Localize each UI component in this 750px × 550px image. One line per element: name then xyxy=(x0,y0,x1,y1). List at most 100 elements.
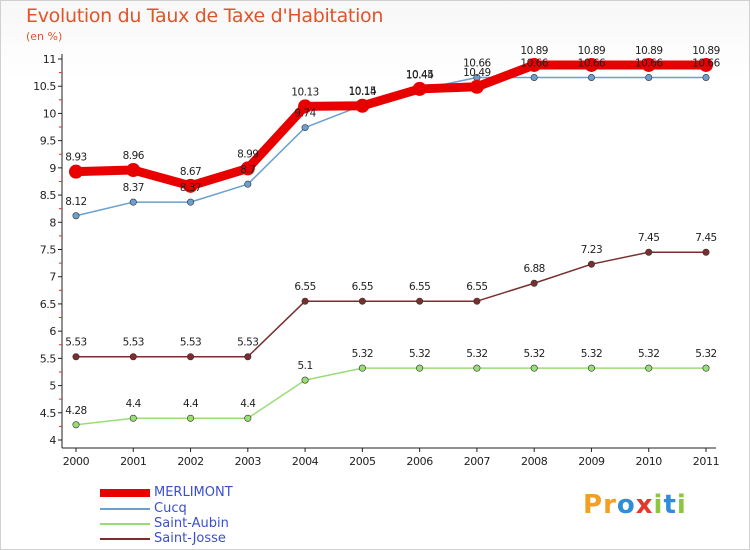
x-tick-label: 2009 xyxy=(578,455,605,468)
data-label: 8.37 xyxy=(123,182,144,194)
chart-subtitle: (en %) xyxy=(26,30,63,43)
data-point-cucq xyxy=(587,74,595,82)
data-point-saint-aubin xyxy=(702,364,710,372)
y-tick-label: 6.5 xyxy=(40,298,57,311)
data-label: 10.45 xyxy=(406,69,434,81)
data-point-merlimont xyxy=(699,57,713,72)
data-label: 6.88 xyxy=(523,263,544,275)
data-label: 8.67 xyxy=(180,166,201,178)
data-label: 5.53 xyxy=(237,337,258,349)
x-tick-label: 2003 xyxy=(235,455,262,468)
data-label: 9.74 xyxy=(294,108,316,120)
data-label: 10.89 xyxy=(692,45,720,57)
y-tick-label: 9 xyxy=(49,162,56,175)
data-label: 6.55 xyxy=(352,281,373,293)
data-label: 8.12 xyxy=(65,196,86,208)
data-point-saint-aubin xyxy=(416,364,424,372)
legend-item-saint-josse: Saint-Josse xyxy=(100,531,360,546)
proxiti-logo: Proxiti xyxy=(583,490,687,520)
data-label: 10.14 xyxy=(349,86,377,98)
y-tick-label: 4 xyxy=(49,434,56,447)
data-point-saint-josse xyxy=(702,248,710,256)
series-line-merlimont xyxy=(71,60,711,191)
data-point-merlimont xyxy=(641,57,656,72)
x-tick-label: 2011 xyxy=(693,455,719,468)
data-point-cucq xyxy=(72,212,80,220)
data-point-saint-josse xyxy=(416,297,424,305)
data-point-cucq xyxy=(187,198,195,206)
data-point-merlimont xyxy=(183,178,198,193)
data-point-saint-aubin xyxy=(645,364,653,372)
y-tick-label: 8 xyxy=(49,216,56,229)
data-point-saint-josse xyxy=(530,279,538,287)
x-tick-label: 2001 xyxy=(120,455,146,468)
data-label: 5.32 xyxy=(523,348,544,360)
data-point-merlimont xyxy=(355,98,370,113)
legend-item-cucq: Cucq xyxy=(100,501,360,516)
y-tick-label: 4.5 xyxy=(40,407,57,420)
legend-item-merlimont: MERLIMONT xyxy=(100,485,360,500)
legend-item-saint-aubin: Saint-Aubin xyxy=(100,516,360,531)
legend-label: MERLIMONT xyxy=(154,485,233,500)
data-label: 5.32 xyxy=(409,348,430,360)
data-label: 10.89 xyxy=(520,45,548,57)
data-point-saint-josse xyxy=(301,297,309,305)
data-point-saint-josse xyxy=(358,297,366,305)
y-tick-label: 10 xyxy=(43,107,57,120)
data-point-merlimont xyxy=(584,57,599,72)
x-tick-label: 2008 xyxy=(521,455,548,468)
series-line-saint-josse xyxy=(75,251,707,358)
data-label: 10.89 xyxy=(578,45,606,57)
y-tick-label: 7 xyxy=(49,271,56,284)
data-point-saint-josse xyxy=(244,353,252,361)
data-point-merlimont xyxy=(412,81,427,96)
data-point-merlimont xyxy=(126,163,141,178)
chart-title: Evolution du Taux de Taxe d'Habitation xyxy=(26,5,384,27)
data-point-saint-aubin xyxy=(587,364,595,372)
x-tick-label: 2007 xyxy=(464,455,491,468)
data-label: 5.53 xyxy=(180,337,201,349)
data-label: 5.32 xyxy=(581,348,602,360)
data-label: 5.32 xyxy=(695,348,716,360)
data-point-cucq xyxy=(244,180,252,188)
series-line-saint-aubin xyxy=(75,367,707,426)
data-label: 6.55 xyxy=(294,281,315,293)
data-label: 10.66 xyxy=(635,58,663,70)
data-label: 10.44 xyxy=(406,69,434,81)
data-point-saint-aubin xyxy=(358,364,366,372)
data-point-saint-aubin xyxy=(530,364,538,372)
legend-swatch xyxy=(100,538,150,540)
data-point-saint-josse xyxy=(72,353,80,361)
data-label: 8.37 xyxy=(180,182,201,194)
data-point-saint-josse xyxy=(587,260,595,268)
legend-label: Saint-Aubin xyxy=(154,516,229,531)
data-point-saint-aubin xyxy=(301,376,309,384)
y-tick-label: 6 xyxy=(49,325,56,338)
x-tick-label: 2004 xyxy=(292,455,319,468)
data-label: 4.4 xyxy=(240,398,256,410)
data-label: 7.45 xyxy=(638,232,659,244)
y-tick-label: 7.5 xyxy=(40,244,57,257)
data-point-saint-aubin xyxy=(244,414,252,422)
data-point-saint-josse xyxy=(645,248,653,256)
x-tick-label: 2005 xyxy=(349,455,376,468)
y-tick-label: 5.5 xyxy=(40,352,57,365)
data-label: 5.32 xyxy=(466,348,487,360)
data-label: 5.32 xyxy=(638,348,659,360)
data-label: 5.1 xyxy=(297,360,312,372)
data-label: 8.99 xyxy=(237,148,258,160)
data-label: 8.93 xyxy=(65,152,86,164)
data-point-saint-aubin xyxy=(129,414,137,422)
data-label: 6.55 xyxy=(409,281,430,293)
data-point-saint-aubin xyxy=(72,421,80,429)
data-label: 10.89 xyxy=(635,45,663,57)
data-point-merlimont xyxy=(69,164,83,179)
x-tick-label: 2002 xyxy=(177,455,203,468)
x-tick-label: 2010 xyxy=(636,455,663,468)
x-tick-label: 2006 xyxy=(406,455,433,468)
data-label: 6.55 xyxy=(466,281,487,293)
data-label: 5.53 xyxy=(65,337,86,349)
legend-label: Cucq xyxy=(154,501,187,516)
data-label: 4.28 xyxy=(65,405,86,417)
data-label: 5.53 xyxy=(123,337,144,349)
